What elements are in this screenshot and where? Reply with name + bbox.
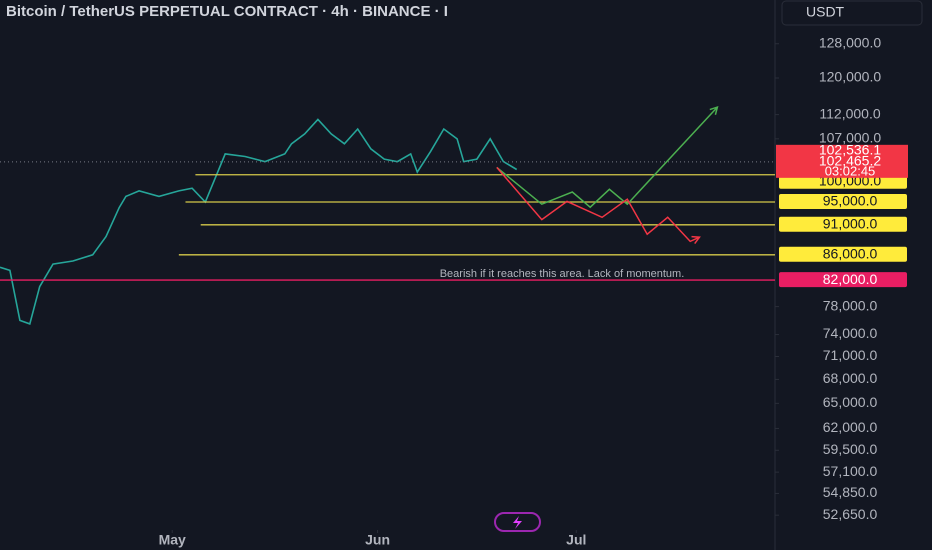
projection-line bbox=[496, 166, 700, 243]
countdown: 03:02:45 bbox=[825, 163, 876, 178]
x-tick-label: Jun bbox=[365, 532, 390, 548]
level-label: 91,000.0 bbox=[823, 216, 878, 232]
chart-title: Bitcoin / TetherUS PERPETUAL CONTRACT · … bbox=[6, 3, 448, 20]
y-tick-label: 107,000.0 bbox=[819, 130, 881, 146]
y-tick-label: 128,000.0 bbox=[819, 34, 881, 50]
x-tick-label: May bbox=[159, 532, 186, 548]
flash-button[interactable] bbox=[494, 512, 541, 532]
level-box bbox=[779, 272, 907, 288]
arrow-head bbox=[691, 235, 701, 245]
flash-glyph bbox=[513, 516, 522, 529]
y-tick-label: 57,100.0 bbox=[823, 463, 878, 479]
arrow-head bbox=[709, 105, 719, 115]
flash-icon[interactable] bbox=[494, 512, 541, 532]
y-tick-label: 78,000.0 bbox=[823, 297, 878, 313]
currency-button[interactable] bbox=[781, 0, 923, 26]
x-tick-label: Jul bbox=[566, 532, 586, 548]
level-label: 86,000.0 bbox=[823, 245, 878, 261]
level-label: 82,000.0 bbox=[823, 271, 878, 287]
level-box bbox=[779, 246, 907, 262]
y-tick-label: 120,000.0 bbox=[819, 69, 881, 85]
y-tick-label: 68,000.0 bbox=[823, 370, 878, 386]
y-tick-label: 52,650.0 bbox=[823, 506, 878, 522]
currency[interactable]: USDT bbox=[806, 4, 845, 20]
price-label: 102,465.2 bbox=[819, 153, 881, 169]
annotation: Bearish if it reaches this area. Lack of… bbox=[440, 268, 685, 280]
level-label: 95,000.0 bbox=[823, 193, 878, 209]
level-box bbox=[779, 193, 907, 209]
y-tick-label: 54,850.0 bbox=[823, 484, 878, 500]
y-tick-label: 62,000.0 bbox=[823, 419, 878, 435]
projection-line bbox=[496, 106, 718, 209]
y-tick-label: 65,000.0 bbox=[823, 394, 878, 410]
y-tick-label: 71,000.0 bbox=[823, 347, 878, 363]
price-line bbox=[0, 118, 518, 325]
price-box bbox=[776, 144, 908, 178]
y-tick-label: 74,000.0 bbox=[823, 325, 878, 341]
level-box bbox=[779, 216, 907, 232]
y-tick-label: 59,500.0 bbox=[823, 441, 878, 457]
y-tick-label: 112,000.0 bbox=[819, 105, 880, 121]
price-label: 102,536.1 bbox=[819, 142, 881, 158]
